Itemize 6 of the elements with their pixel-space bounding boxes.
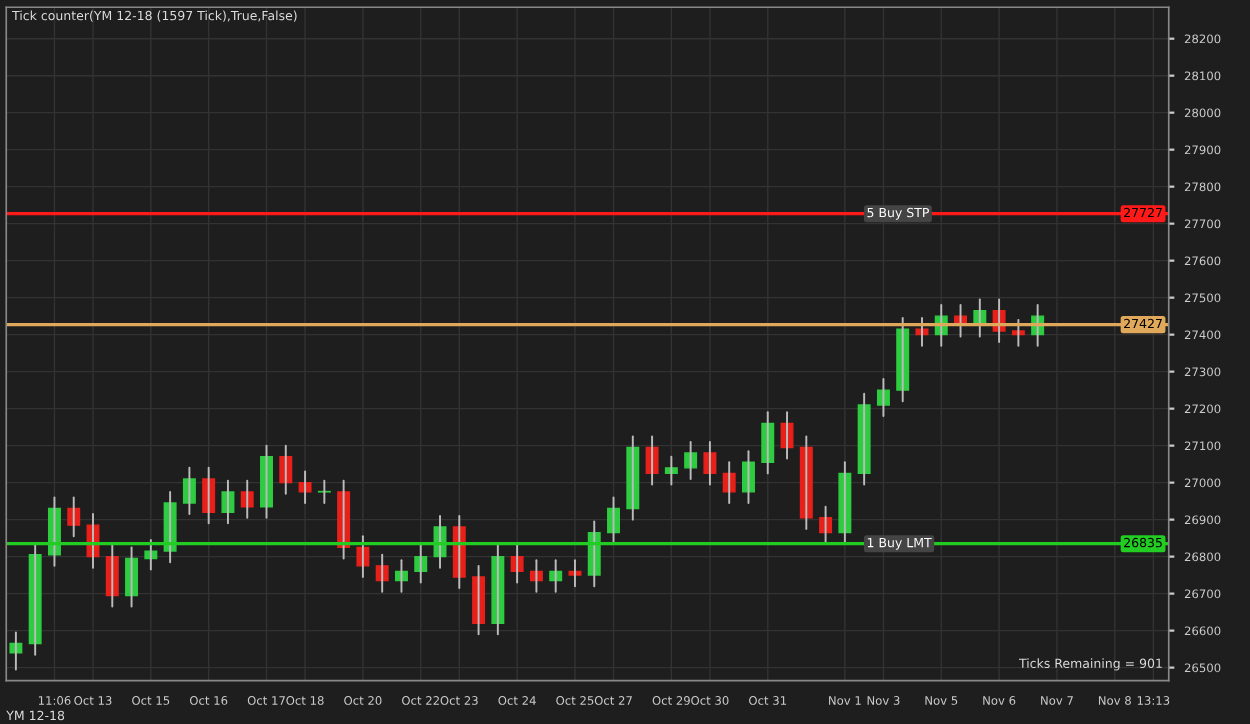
candlestick — [260, 444, 273, 519]
candlestick — [876, 378, 890, 418]
candlestick — [741, 450, 755, 504]
candlestick — [684, 440, 698, 480]
candlestick — [317, 479, 331, 504]
candlestick — [607, 496, 621, 545]
